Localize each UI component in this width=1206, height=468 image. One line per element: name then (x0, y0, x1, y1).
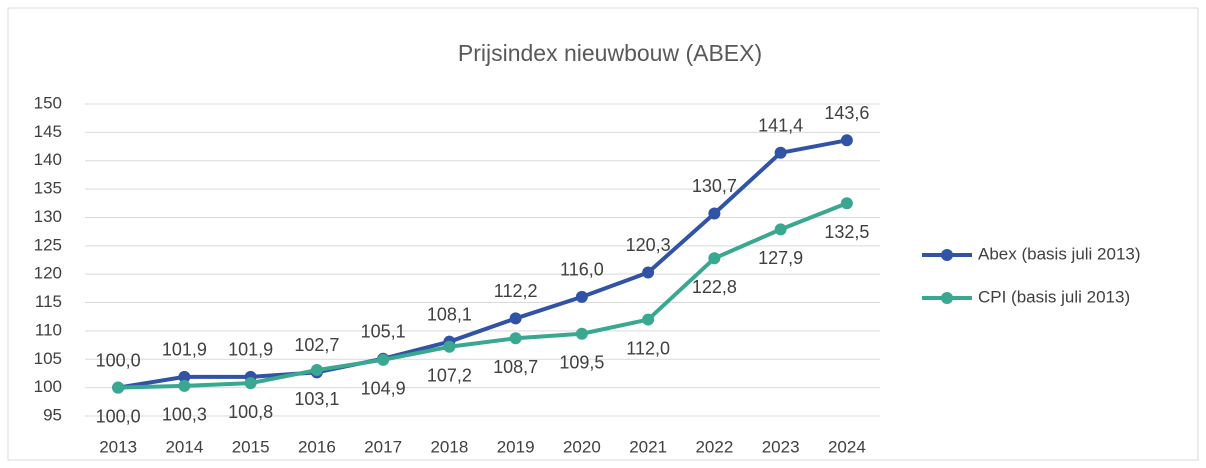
data-label: 122,8 (692, 277, 737, 297)
y-tick-label: 140 (34, 150, 62, 169)
x-tick-label: 2015 (232, 437, 270, 456)
y-tick-label: 115 (35, 292, 62, 311)
data-point (774, 223, 787, 236)
data-label: 132,5 (824, 222, 869, 242)
data-label: 100,0 (96, 406, 141, 426)
data-point (178, 379, 191, 392)
y-tick-label: 100 (34, 377, 62, 396)
data-label: 112,0 (626, 338, 670, 358)
x-tick-label: 2024 (828, 437, 866, 456)
chart-title: Prijsindex nieuwbouw (ABEX) (458, 40, 762, 66)
data-point (642, 266, 655, 279)
x-tick-label: 2017 (364, 437, 402, 456)
y-tick-label: 145 (34, 122, 62, 141)
data-label: 108,1 (427, 304, 472, 324)
data-point (509, 312, 522, 325)
data-point (708, 252, 721, 265)
x-tick-label: 2014 (165, 437, 203, 456)
data-point (377, 353, 390, 366)
y-tick-label: 130 (34, 207, 62, 226)
data-point (178, 370, 191, 383)
legend-marker (941, 249, 953, 261)
data-label: 112,2 (494, 281, 538, 301)
data-label: 130,7 (692, 176, 737, 196)
data-label: 100,0 (96, 350, 141, 370)
data-point (310, 364, 323, 377)
x-tick-label: 2018 (430, 437, 468, 456)
data-label: 101,9 (228, 340, 273, 360)
y-tick-label: 125 (34, 235, 62, 254)
x-tick-label: 2020 (563, 437, 601, 456)
data-point (575, 327, 588, 340)
legend-label: Abex (basis juli 2013) (978, 244, 1141, 263)
data-label: 100,8 (228, 402, 273, 422)
data-point (509, 332, 522, 345)
y-tick-label: 95 (43, 405, 62, 424)
data-point (774, 146, 787, 159)
y-tick-label: 105 (34, 349, 62, 368)
data-point (840, 134, 853, 147)
data-point (575, 290, 588, 303)
data-label: 105,1 (361, 321, 406, 341)
data-label: 102,7 (294, 335, 339, 355)
data-point (840, 197, 853, 210)
data-point (708, 207, 721, 220)
data-label: 100,3 (162, 405, 207, 425)
series-line (117, 138, 848, 390)
data-label: 108,7 (493, 357, 538, 377)
data-point (112, 381, 125, 394)
data-point (642, 313, 655, 326)
y-tick-label: 120 (34, 264, 62, 283)
data-point (443, 340, 456, 353)
data-label: 127,9 (758, 248, 803, 268)
data-label: 141,4 (758, 116, 803, 136)
data-label: 143,6 (824, 103, 869, 123)
data-label: 107,2 (427, 366, 472, 386)
data-label: 101,9 (162, 340, 207, 360)
x-tick-label: 2013 (99, 437, 137, 456)
data-label: 120,3 (626, 235, 671, 255)
y-tick-label: 150 (34, 93, 62, 112)
data-label: 116,0 (560, 260, 604, 280)
data-point (244, 377, 257, 390)
x-tick-label: 2019 (497, 437, 535, 456)
y-tick-label: 135 (34, 179, 62, 198)
legend-label: CPI (basis juli 2013) (978, 287, 1130, 306)
data-label: 104,9 (361, 379, 406, 399)
chart-frame (7, 7, 1199, 461)
legend-marker (941, 292, 953, 304)
data-label: 109,5 (559, 352, 604, 372)
x-tick-label: 2021 (629, 437, 667, 456)
x-tick-label: 2022 (695, 437, 733, 456)
x-tick-label: 2023 (762, 437, 800, 456)
data-label: 103,1 (294, 389, 339, 409)
y-tick-label: 110 (35, 320, 62, 339)
series-line (118, 201, 848, 390)
x-tick-label: 2016 (298, 437, 336, 456)
